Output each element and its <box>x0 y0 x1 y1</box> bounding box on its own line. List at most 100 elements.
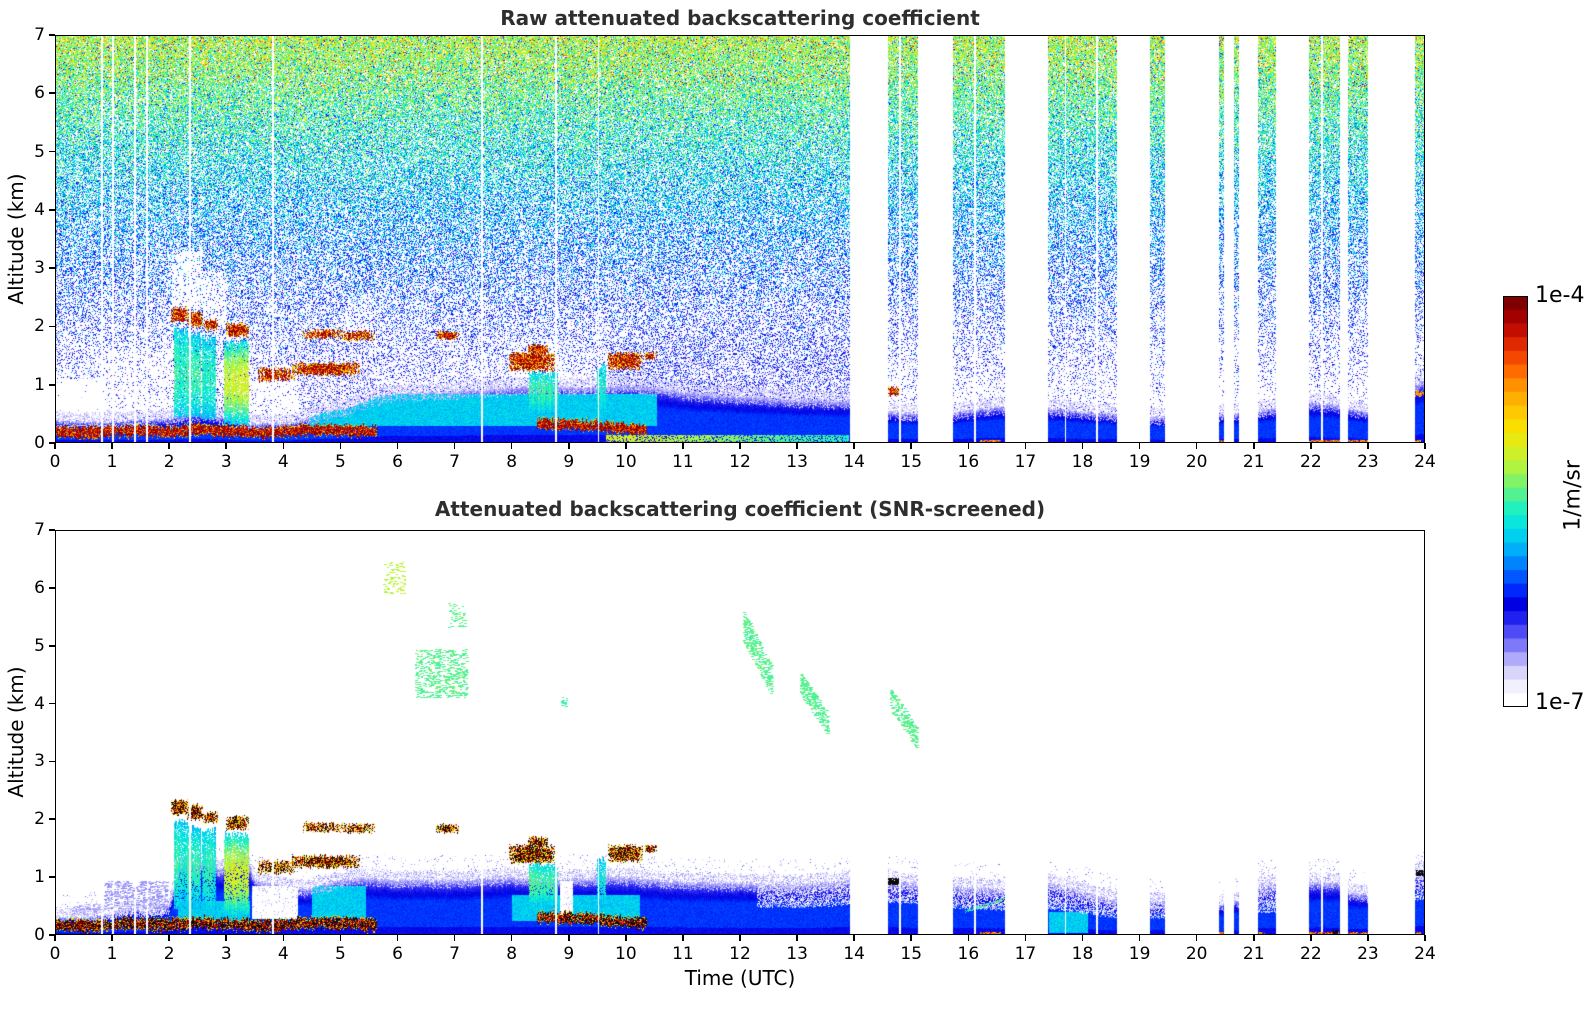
x-tick-mark <box>453 443 456 449</box>
x-tick-mark <box>1138 935 1141 941</box>
x-tick-mark <box>1138 443 1141 449</box>
y-tick-mark <box>49 150 55 153</box>
y-tick-label: 5 <box>34 141 45 162</box>
x-tick-label: 15 <box>900 452 923 472</box>
y-tick-label: 1 <box>34 867 45 888</box>
x-tick-mark <box>1310 935 1312 941</box>
x-tick-label: 12 <box>729 944 751 964</box>
y-tick-mark <box>49 529 55 531</box>
y-tick-mark <box>49 760 55 763</box>
x-tick-mark <box>282 443 285 449</box>
x-tick-mark <box>1367 443 1369 449</box>
y-tick-label: 2 <box>34 809 45 830</box>
x-tick-label: 1 <box>106 944 118 964</box>
x-tick-mark <box>567 935 570 941</box>
x-tick-label: 4 <box>277 944 289 964</box>
x-tick-mark <box>111 935 113 941</box>
x-tick-label: 8 <box>506 944 518 964</box>
y-tick-mark <box>49 934 55 936</box>
x-tick-label: 18 <box>1071 452 1094 472</box>
y-tick-label: 1 <box>34 374 45 395</box>
x-tick-mark <box>853 935 855 941</box>
x-axis-label: Time (UTC) <box>684 966 796 990</box>
x-tick-label: 21 <box>1242 452 1265 472</box>
y-tick-mark <box>49 34 55 36</box>
x-tick-label: 0 <box>49 944 61 964</box>
x-tick-mark <box>1367 935 1369 941</box>
x-tick-mark <box>225 443 228 449</box>
screened-panel-title: Attenuated backscattering coefficient (S… <box>434 497 1046 521</box>
x-tick-label: 7 <box>449 944 460 964</box>
x-tick-label: 3 <box>220 452 232 472</box>
x-tick-mark <box>1195 935 1198 941</box>
y-tick-label: 6 <box>34 83 45 104</box>
x-tick-label: 6 <box>392 944 403 964</box>
x-tick-label: 16 <box>957 944 980 964</box>
x-tick-mark <box>396 443 399 449</box>
colorbar-max-label: 1e-4 <box>1535 283 1585 308</box>
x-tick-mark <box>1424 443 1426 449</box>
y-tick-mark <box>49 442 55 444</box>
x-tick-mark <box>967 443 970 449</box>
x-tick-label: 5 <box>334 944 346 964</box>
screened-y-axis-label: Altitude (km) <box>4 666 28 798</box>
x-tick-label: 20 <box>1185 452 1208 472</box>
x-tick-label: 6 <box>392 452 403 472</box>
colorbar-min-label: 1e-7 <box>1535 690 1585 715</box>
x-tick-label: 13 <box>786 944 808 964</box>
x-tick-mark <box>510 935 513 941</box>
x-tick-mark <box>682 443 684 449</box>
x-tick-label: 11 <box>672 452 694 472</box>
x-tick-mark <box>54 935 56 941</box>
raw-panel-title: Raw attenuated backscattering coefficien… <box>500 6 980 30</box>
x-tick-label: 19 <box>1128 452 1151 472</box>
x-tick-label: 0 <box>49 452 61 472</box>
x-tick-mark <box>567 443 570 449</box>
x-tick-mark <box>282 935 285 941</box>
x-tick-mark <box>225 935 228 941</box>
x-tick-label: 10 <box>615 944 637 964</box>
y-tick-label: 5 <box>34 635 45 656</box>
y-tick-label: 0 <box>34 925 45 945</box>
x-tick-mark <box>1081 935 1084 941</box>
x-tick-mark <box>339 443 342 449</box>
x-tick-mark <box>1310 443 1312 449</box>
x-tick-label: 3 <box>220 944 232 964</box>
x-tick-label: 19 <box>1128 944 1151 964</box>
raw-y-axis-label: Altitude (km) <box>4 173 28 305</box>
x-tick-mark <box>739 443 741 449</box>
x-tick-mark <box>54 443 56 449</box>
x-tick-label: 23 <box>1357 452 1379 472</box>
y-tick-mark <box>49 644 55 647</box>
x-tick-label: 4 <box>277 452 289 472</box>
colorbar-unit-label: 1/m/sr <box>1560 460 1586 531</box>
x-tick-mark <box>510 443 513 449</box>
raw-heatmap <box>55 35 1425 443</box>
x-tick-label: 15 <box>900 944 923 964</box>
y-tick-mark <box>49 818 55 821</box>
y-tick-mark <box>49 92 55 95</box>
x-tick-mark <box>168 443 170 449</box>
y-tick-label: 6 <box>34 577 45 598</box>
y-tick-label: 0 <box>34 433 45 453</box>
y-tick-mark <box>49 383 55 386</box>
y-tick-label: 3 <box>34 751 45 772</box>
x-tick-label: 20 <box>1185 944 1208 964</box>
y-tick-label: 7 <box>34 25 45 45</box>
y-tick-mark <box>49 267 55 269</box>
x-tick-mark <box>396 935 399 941</box>
x-tick-mark <box>339 935 342 941</box>
x-tick-mark <box>796 935 798 941</box>
x-tick-mark <box>1424 935 1426 941</box>
x-tick-mark <box>1024 935 1027 941</box>
y-tick-label: 3 <box>34 258 45 279</box>
x-tick-mark <box>111 443 113 449</box>
x-tick-mark <box>625 443 627 449</box>
y-tick-mark <box>49 702 55 705</box>
x-tick-label: 9 <box>563 452 575 472</box>
x-tick-label: 21 <box>1242 944 1265 964</box>
x-tick-label: 22 <box>1300 944 1322 964</box>
x-tick-label: 22 <box>1300 452 1322 472</box>
x-tick-mark <box>853 443 855 449</box>
